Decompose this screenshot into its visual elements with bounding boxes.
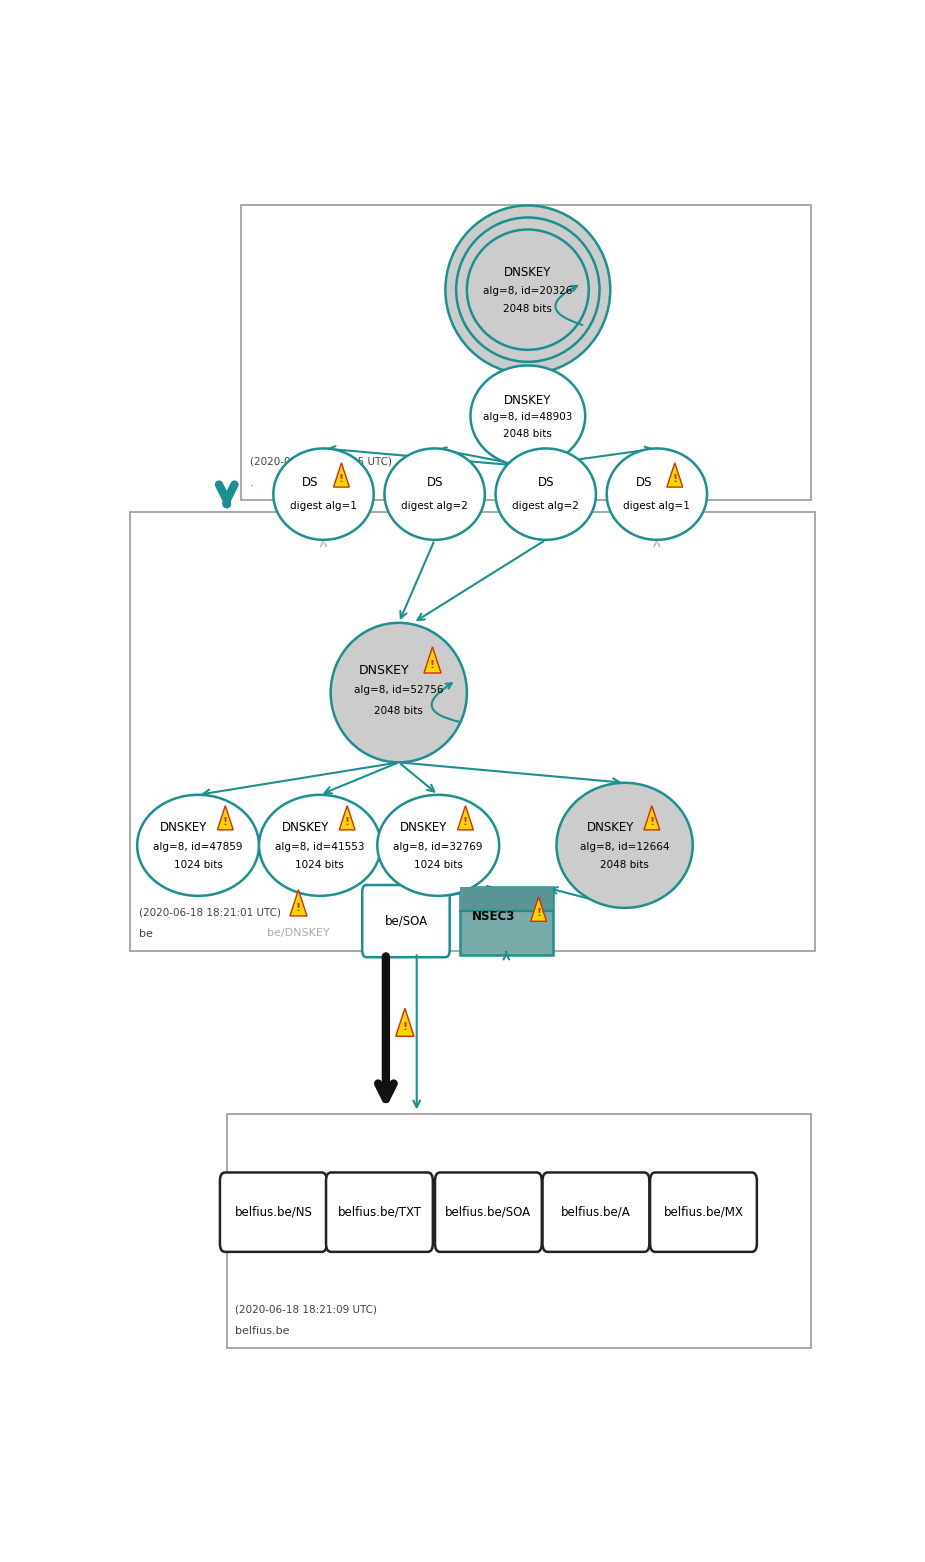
Text: be: be [139, 929, 153, 939]
Text: DS: DS [426, 475, 443, 489]
Polygon shape [217, 806, 233, 829]
Text: !: ! [672, 475, 677, 484]
Text: DS: DS [302, 475, 319, 489]
Text: alg=8, id=48903: alg=8, id=48903 [483, 412, 573, 422]
Text: alg=8, id=32769: alg=8, id=32769 [393, 842, 483, 851]
Text: be/SOA: be/SOA [385, 915, 427, 928]
Ellipse shape [137, 795, 259, 897]
Text: be/DNSKEY: be/DNSKEY [267, 928, 329, 939]
Text: alg=8, id=41553: alg=8, id=41553 [275, 842, 364, 851]
FancyBboxPatch shape [227, 1114, 811, 1348]
Ellipse shape [259, 795, 381, 897]
Text: DS: DS [635, 475, 652, 489]
Text: alg=8, id=47859: alg=8, id=47859 [154, 842, 243, 851]
Polygon shape [396, 1009, 414, 1036]
Text: digest alg=2: digest alg=2 [401, 501, 468, 511]
Text: !: ! [536, 909, 541, 918]
Text: !: ! [339, 475, 344, 484]
FancyBboxPatch shape [435, 1173, 542, 1251]
Ellipse shape [377, 795, 500, 897]
Text: 1024 bits: 1024 bits [174, 859, 223, 870]
FancyBboxPatch shape [460, 887, 553, 912]
Text: !: ! [345, 817, 350, 826]
Ellipse shape [496, 448, 596, 540]
Polygon shape [667, 462, 683, 487]
Polygon shape [644, 806, 660, 829]
Text: !: ! [430, 659, 435, 670]
Text: belfius.be: belfius.be [235, 1326, 290, 1336]
Text: digest alg=1: digest alg=1 [290, 501, 357, 511]
Text: !: ! [402, 1022, 407, 1032]
FancyBboxPatch shape [241, 206, 811, 500]
Text: belfius.be/A: belfius.be/A [561, 1206, 631, 1218]
Text: 2048 bits: 2048 bits [503, 430, 552, 439]
Text: DS: DS [537, 475, 554, 489]
Text: digest alg=2: digest alg=2 [512, 501, 579, 511]
Polygon shape [458, 806, 474, 829]
Text: DNSKEY: DNSKEY [586, 820, 634, 834]
Ellipse shape [607, 448, 707, 540]
Text: !: ! [296, 903, 301, 912]
Text: belfius.be/SOA: belfius.be/SOA [445, 1206, 532, 1218]
Text: DNSKEY: DNSKEY [160, 820, 207, 834]
Ellipse shape [456, 217, 599, 362]
Ellipse shape [467, 230, 589, 350]
Text: belfius.be/MX: belfius.be/MX [663, 1206, 744, 1218]
Text: (2020-06-18 18:06:25 UTC): (2020-06-18 18:06:25 UTC) [250, 456, 391, 467]
Text: NSEC3: NSEC3 [472, 909, 515, 923]
FancyBboxPatch shape [460, 887, 553, 954]
Ellipse shape [274, 448, 374, 540]
Text: 2048 bits: 2048 bits [375, 706, 424, 715]
Ellipse shape [471, 366, 586, 467]
Polygon shape [339, 806, 355, 829]
Text: 2048 bits: 2048 bits [503, 305, 552, 314]
Text: DNSKEY: DNSKEY [282, 820, 329, 834]
Text: !: ! [462, 817, 468, 826]
Text: belfius.be/TXT: belfius.be/TXT [338, 1206, 422, 1218]
Text: !: ! [649, 817, 654, 826]
FancyBboxPatch shape [543, 1173, 649, 1251]
Polygon shape [424, 647, 441, 673]
FancyBboxPatch shape [220, 1173, 327, 1251]
Ellipse shape [557, 783, 693, 908]
Text: digest alg=1: digest alg=1 [623, 501, 690, 511]
Ellipse shape [385, 448, 485, 540]
Text: 1024 bits: 1024 bits [295, 859, 344, 870]
Polygon shape [531, 897, 547, 922]
Text: alg=8, id=12664: alg=8, id=12664 [580, 842, 670, 851]
Text: DNSKEY: DNSKEY [504, 267, 551, 280]
FancyBboxPatch shape [650, 1173, 757, 1251]
Text: !: ! [223, 817, 228, 826]
Text: alg=8, id=20326: alg=8, id=20326 [483, 286, 573, 295]
Text: alg=8, id=52756: alg=8, id=52756 [354, 686, 444, 695]
Ellipse shape [331, 623, 467, 762]
Text: (2020-06-18 18:21:09 UTC): (2020-06-18 18:21:09 UTC) [235, 1304, 377, 1314]
Text: DNSKEY: DNSKEY [401, 820, 448, 834]
Text: .: . [250, 478, 253, 487]
Text: DNSKEY: DNSKEY [504, 394, 551, 406]
Polygon shape [290, 890, 307, 915]
Text: belfius.be/NS: belfius.be/NS [234, 1206, 313, 1218]
Text: 1024 bits: 1024 bits [413, 859, 462, 870]
Text: DNSKEY: DNSKEY [359, 664, 410, 678]
Ellipse shape [446, 206, 610, 373]
FancyBboxPatch shape [363, 886, 450, 958]
FancyBboxPatch shape [130, 512, 815, 951]
Polygon shape [334, 462, 350, 487]
FancyBboxPatch shape [326, 1173, 433, 1251]
Text: 2048 bits: 2048 bits [600, 859, 649, 870]
Text: (2020-06-18 18:21:01 UTC): (2020-06-18 18:21:01 UTC) [139, 908, 280, 917]
